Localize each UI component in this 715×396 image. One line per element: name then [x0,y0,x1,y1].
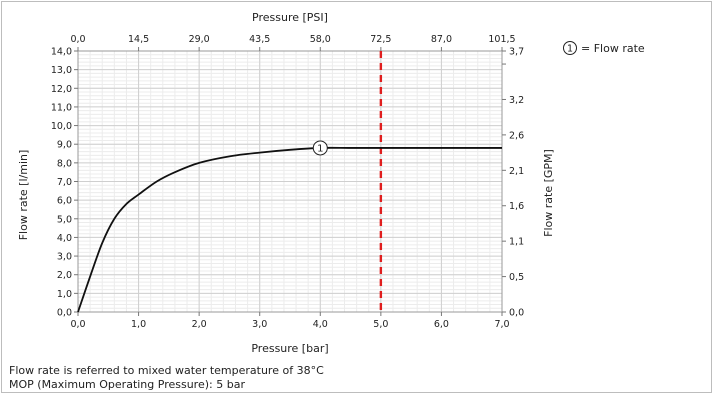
legend: 1 = Flow rate [563,41,645,55]
note-mop: MOP (Maximum Operating Pressure): 5 bar [9,378,245,391]
series-marker-label: 1 [317,143,323,154]
x-top-tick-label: 0,0 [70,34,85,45]
axis-tick-labels: 0,0 1,0 2,0 3,0 4,0 5,0 6,0 7,00,0 14,5 29,0 43,5 5… [51,34,524,330]
y-left-tick-label: 12,0 [51,84,72,95]
x-top-tick-label: 14,5 [128,34,149,45]
y-left-tick-label: 8,0 [57,158,72,169]
y-left-tick-label: 10,0 [51,121,72,132]
x-bottom-tick-label: 4,0 [313,319,328,330]
x-bottom-tick-label: 3,0 [252,319,267,330]
y-right-axis-title: Flow rate [GPM] [542,149,555,237]
y-right-tick-label: 2,1 [509,166,524,177]
y-left-tick-label: 14,0 [51,47,72,58]
y-left-tick-label: 2,0 [57,270,72,281]
y-left-tick-label: 11,0 [51,102,72,113]
x-bottom-tick-label: 7,0 [494,319,509,330]
x-top-axis-title: Pressure [PSI] [252,11,328,24]
y-right-tick-label: 3,2 [509,95,524,106]
x-bottom-tick-label: 6,0 [434,319,449,330]
x-top-tick-label: 29,0 [189,34,210,45]
y-right-tick-label: 0,5 [509,272,524,283]
y-left-tick-label: 6,0 [57,196,72,207]
axis-ticks [74,47,506,316]
y-right-tick-label: 1,6 [509,201,524,212]
x-top-tick-label: 87,0 [431,34,452,45]
y-left-tick-label: 7,0 [57,177,72,188]
y-left-tick-label: 9,0 [57,140,72,151]
x-top-tick-label: 58,0 [310,34,331,45]
legend-symbol: 1 [567,44,573,55]
series-marker-1: 1 [312,140,328,156]
y-right-tick-label: 0,0 [509,308,524,319]
x-bottom-tick-label: 0,0 [70,319,85,330]
series-marker-circle [312,140,328,156]
y-left-tick-label: 1,0 [57,289,72,300]
y-left-tick-label: 5,0 [57,214,72,225]
x-top-tick-label: 101,5 [488,34,515,45]
flow-rate-curve [77,146,502,313]
y-right-tick-label: 3,7 [509,47,524,58]
y-left-tick-label: 3,0 [57,252,72,263]
x-bottom-tick-label: 1,0 [131,319,146,330]
y-left-tick-label: 0,0 [57,308,72,319]
y-right-tick-label: 2,6 [509,130,524,141]
y-left-tick-label: 4,0 [57,233,72,244]
legend-symbol-circle [563,41,577,55]
grid-major [77,50,503,313]
legend-text: = Flow rate [581,42,645,55]
x-top-tick-label: 72,5 [370,34,391,45]
x-top-tick-label: 43,5 [249,34,270,45]
note-temperature: Flow rate is referred to mixed water tem… [9,364,324,377]
y-left-axis-title: Flow rate [l/min] [17,150,30,241]
x-bottom-tick-label: 5,0 [373,319,388,330]
y-right-tick-label: 1,1 [509,237,524,248]
x-bottom-axis-title: Pressure [bar] [251,342,328,355]
x-bottom-tick-label: 2,0 [192,319,207,330]
y-left-tick-label: 13,0 [51,65,72,76]
